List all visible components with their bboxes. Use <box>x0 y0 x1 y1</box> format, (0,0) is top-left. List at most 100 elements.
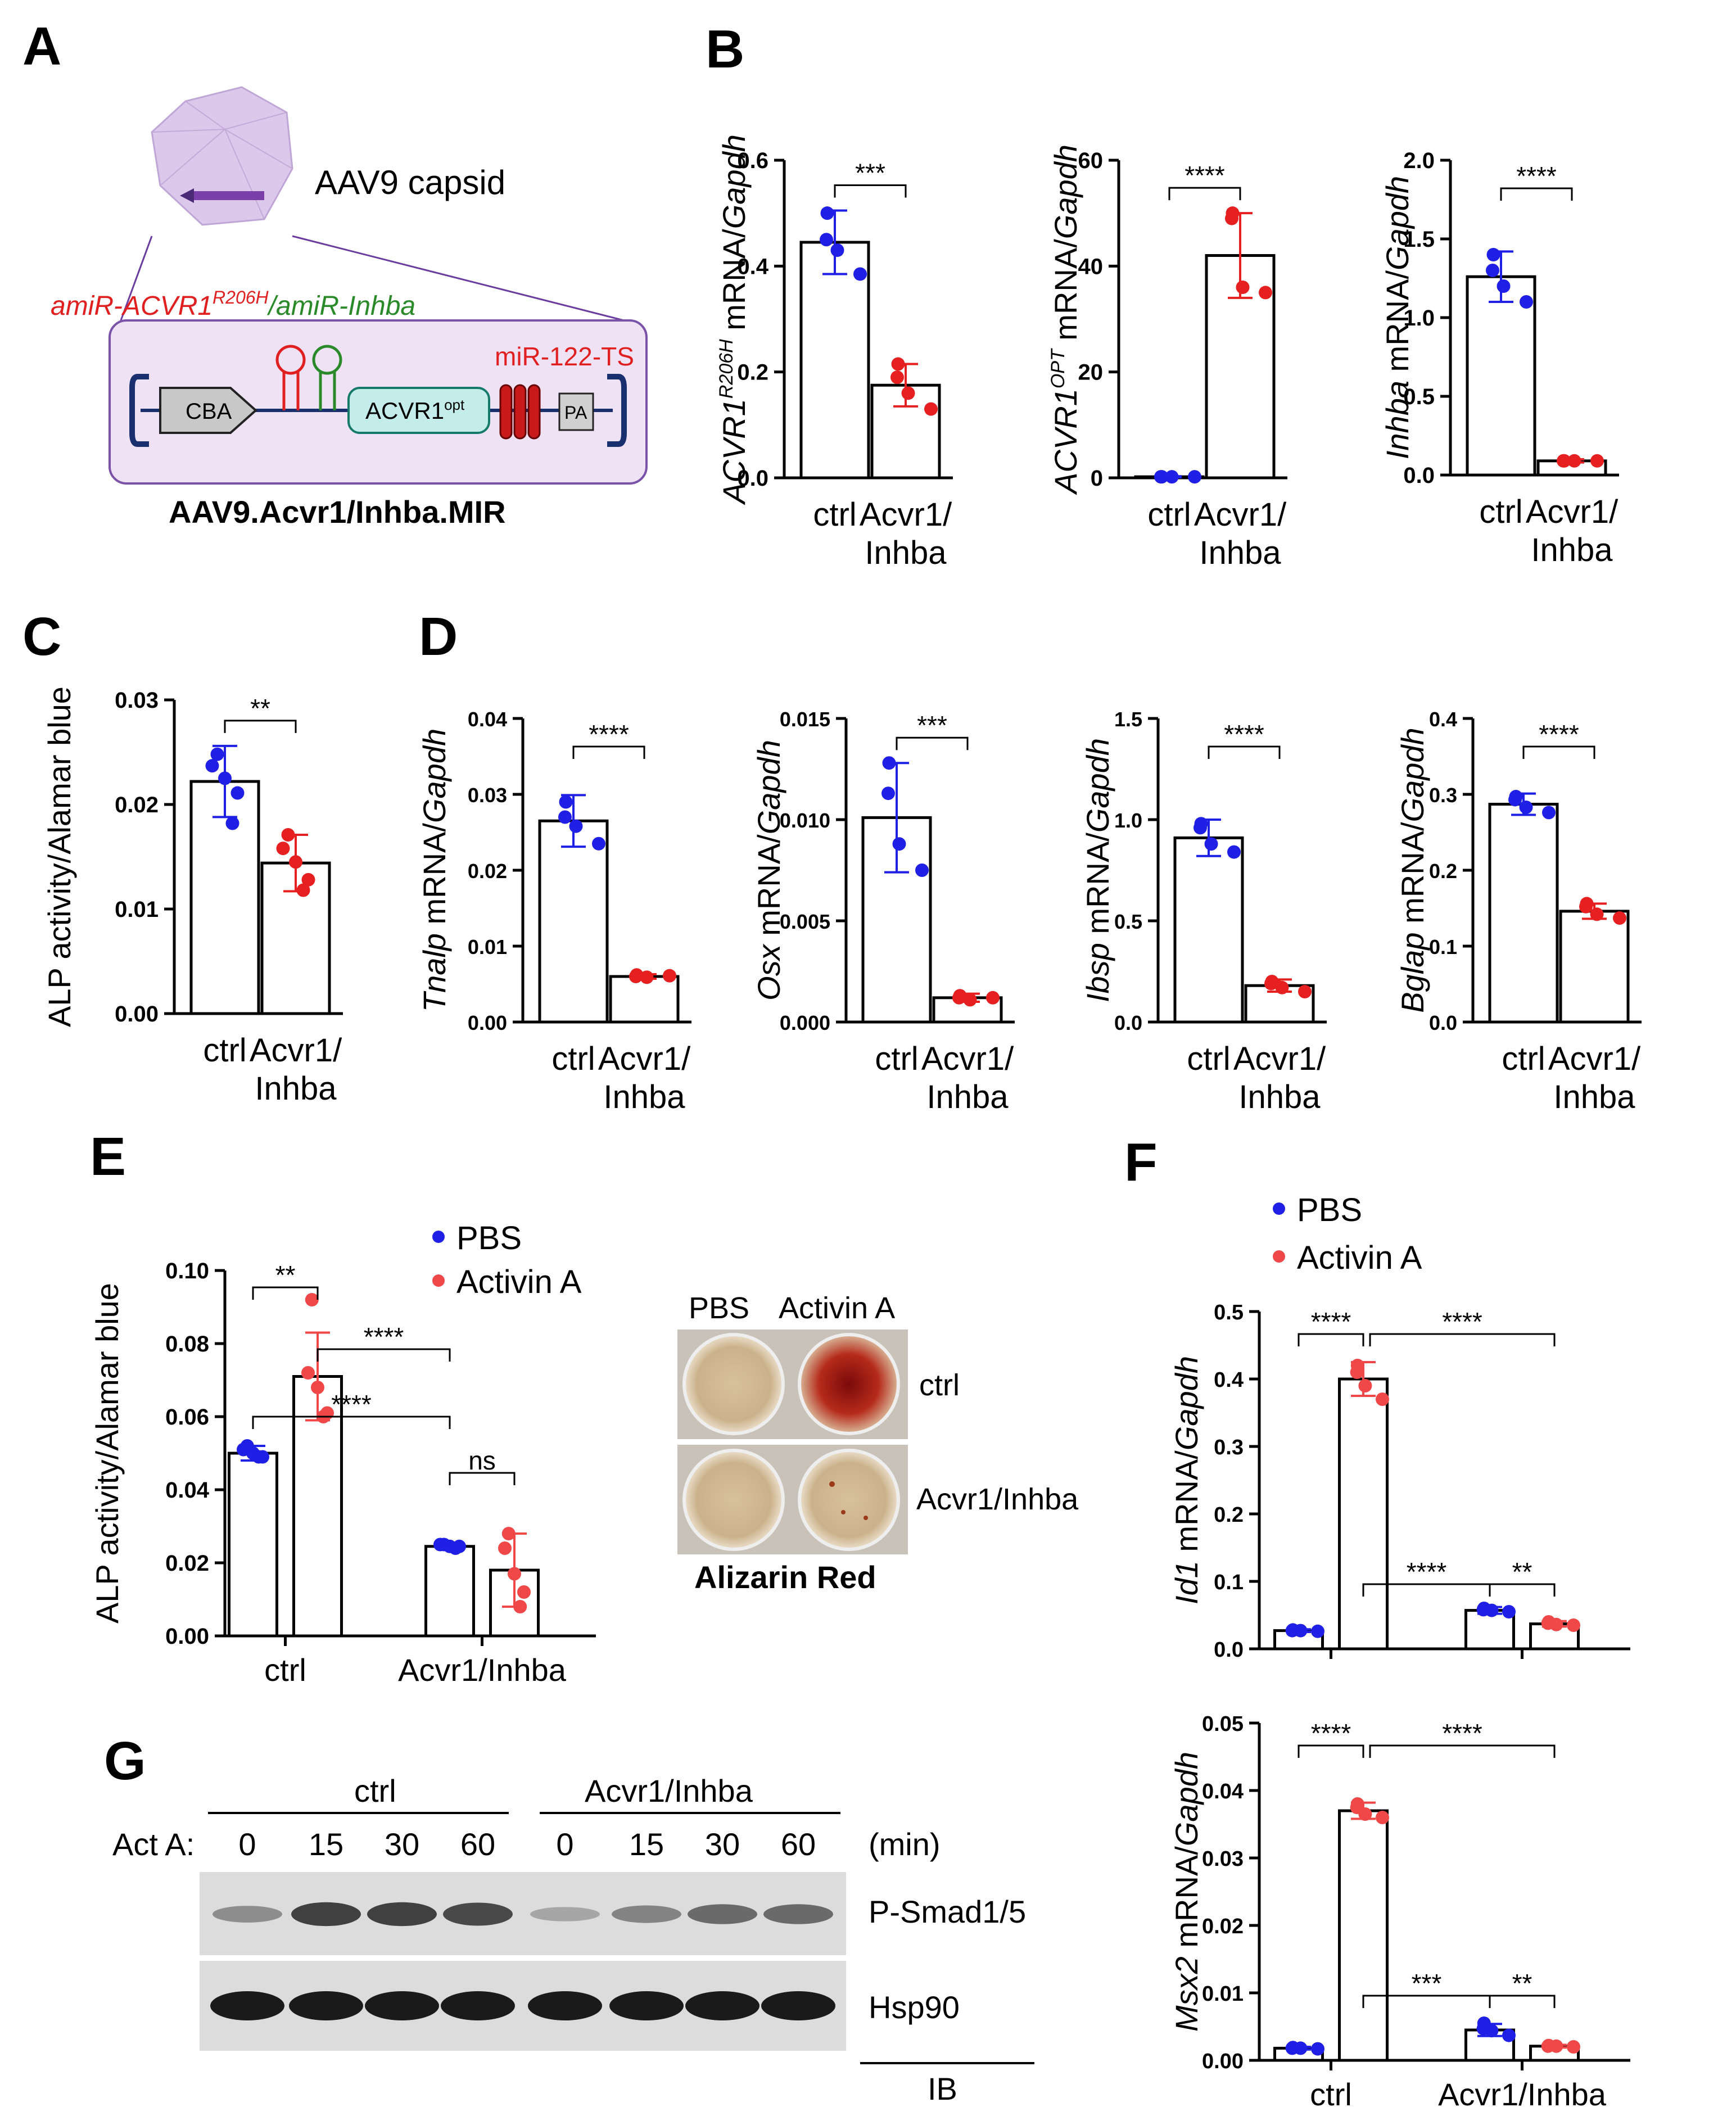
significance-bracket <box>896 736 969 750</box>
significance-label: **** <box>1311 1307 1351 1336</box>
amir-sup: R206H <box>213 287 269 308</box>
y-axis-label: ALP activity/Alamar blue <box>89 1283 125 1624</box>
panel-g-blot: ctrl Acvr1/Inhba Act A: 0 15 30 60 0 15 30 60 (… <box>112 1773 1034 2106</box>
panel-a-schematic: AAV9 capsid amiR-ACVR1R206H/amiR-Inhba C… <box>51 86 648 530</box>
y-tick-label: 0.01 <box>468 935 507 958</box>
data-point <box>1194 821 1207 835</box>
panel-letter-b: B <box>706 19 744 79</box>
x-tick-label: Inhba <box>865 535 947 571</box>
hsp90-band <box>528 1991 602 2020</box>
data-point <box>629 970 643 983</box>
blot-timepoint-label: 60 <box>460 1826 495 1862</box>
y-label-ref: Gapdh <box>751 740 786 834</box>
x-tick-label: Acvr1/ <box>1548 1041 1641 1077</box>
x-tick-label: ctrl <box>1479 494 1522 530</box>
data-point <box>1485 2024 1499 2038</box>
x-tick-label: Acvr1/ <box>1194 496 1287 533</box>
significance-bracket <box>1489 1583 1556 1597</box>
well-acvr1-activin <box>798 1449 900 1551</box>
data-point <box>1613 911 1626 925</box>
data-point <box>498 1541 512 1555</box>
blot-group-ctrl: ctrl <box>354 1773 396 1808</box>
blot-timepoint-label: 60 <box>781 1826 816 1862</box>
significance-bracket <box>1298 1744 1364 1758</box>
data-point <box>963 993 977 1007</box>
significance-label: **** <box>1224 720 1264 749</box>
data-point <box>449 1541 463 1555</box>
significance-label: *** <box>855 158 885 187</box>
y-label-gene: Id1 <box>1169 1561 1204 1604</box>
y-tick-label: 0.2 <box>1429 860 1457 883</box>
blot-timepoint-label: 30 <box>705 1826 740 1862</box>
y-tick-label: 0.08 <box>165 1332 209 1357</box>
significance-label: **** <box>364 1322 404 1351</box>
data-point <box>1502 1605 1516 1618</box>
data-point <box>281 828 295 842</box>
data-point <box>230 786 245 800</box>
y-tick-label: 0.2 <box>1214 1503 1244 1527</box>
data-point <box>276 842 290 856</box>
significance-label: **** <box>589 720 629 749</box>
data-point <box>1486 264 1499 277</box>
y-tick-label: 0.000 <box>780 1011 830 1034</box>
x-tick-label: Acvr1/ <box>1233 1041 1326 1077</box>
x-tick-label: ctrl <box>551 1041 595 1077</box>
y-tick-label: 0 <box>1091 466 1103 491</box>
y-label-rest: mRNA/ <box>1169 1846 1204 1956</box>
chart-d-osx: 0.000 0.005 0.010 0.015 Osx mRNA/Gapdh ctrl Ac… <box>751 708 1015 1115</box>
bar <box>538 819 609 1024</box>
data-point <box>218 771 232 785</box>
data-point <box>901 386 915 400</box>
data-point <box>205 759 219 773</box>
data-point <box>881 786 895 801</box>
panel-letter-d: D <box>419 607 458 667</box>
data-point <box>890 370 904 385</box>
significance-bracket <box>1369 1744 1556 1758</box>
hsp90-band <box>609 1991 684 2020</box>
psmad-band <box>688 1904 757 1924</box>
panel-letter-a: A <box>22 16 61 76</box>
bar <box>1466 275 1536 477</box>
blot-treatment-label: Act A: <box>112 1826 195 1862</box>
data-point <box>517 1585 531 1599</box>
polya-label: PA <box>564 403 587 423</box>
data-point <box>225 816 239 830</box>
y-label-gene: Osx <box>751 943 786 1001</box>
y-tick-label: 0.03 <box>1202 1847 1244 1871</box>
data-point <box>1508 793 1522 807</box>
data-point <box>853 267 867 281</box>
y-tick-label: 0.015 <box>780 708 830 731</box>
significance-label: ** <box>250 694 270 723</box>
legend-e-pbs-dot <box>432 1231 445 1243</box>
blot-timepoint-label: 0 <box>556 1826 573 1862</box>
panel-letter-g: G <box>104 1731 146 1791</box>
y-label-rest: mRNA/ <box>1048 239 1083 349</box>
x-tick-label: ctrl <box>813 496 856 533</box>
data-point <box>1259 286 1272 300</box>
psmad-band <box>443 1902 513 1926</box>
hsp90-band <box>289 1991 363 2020</box>
x-tick-label: ctrl <box>264 1652 306 1688</box>
panel-letter-c: C <box>22 607 61 667</box>
significance-label: *** <box>1412 1969 1442 1998</box>
data-point <box>1519 800 1533 814</box>
significance-bracket <box>252 1416 451 1429</box>
y-tick-label: 0.010 <box>780 809 830 832</box>
y-tick-label: 0.0 <box>1403 463 1435 488</box>
legend-f-activin-dot <box>1273 1250 1285 1263</box>
chart-d-tnalp: 0.00 0.01 0.02 0.03 0.04 Tnalp mRNA/Gapdh ctrl… <box>417 708 691 1115</box>
significance-bracket <box>224 720 297 733</box>
significance-bracket <box>572 745 645 759</box>
y-label-gene: Inhba <box>1380 381 1415 459</box>
data-point <box>1567 1618 1580 1632</box>
data-point <box>1298 985 1312 998</box>
blot-timepoint-label: 0 <box>238 1826 256 1862</box>
y-tick-label: 0.02 <box>468 860 507 883</box>
data-point <box>1275 980 1289 994</box>
legend-f-activin: Activin A <box>1297 1240 1422 1276</box>
data-point <box>1188 470 1201 484</box>
data-point <box>1497 279 1511 293</box>
chart-d-ibsp: 0.0 0.5 1.0 1.5 Ibsp mRNA/Gapdh ctrl Acvr1/Inh… <box>1080 708 1327 1115</box>
